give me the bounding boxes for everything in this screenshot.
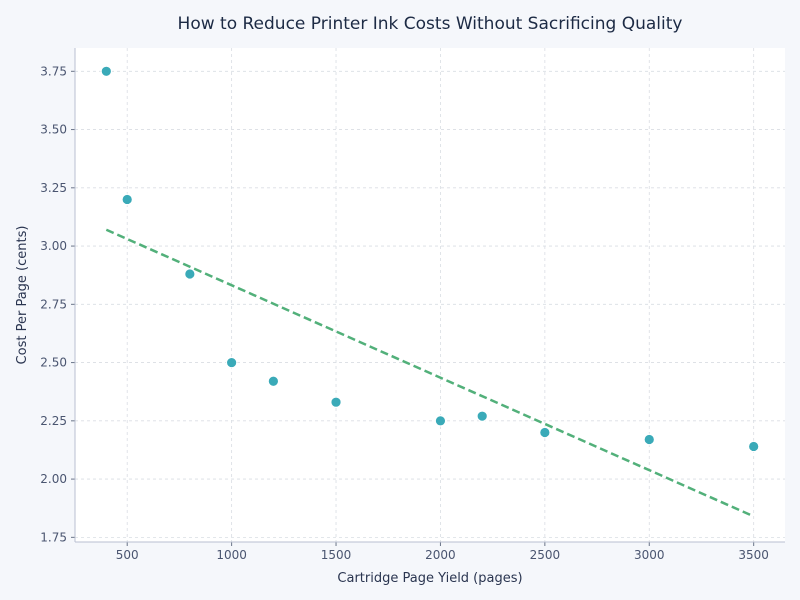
data-point [747, 440, 760, 453]
y-tick-label: 2.50 [40, 356, 67, 370]
data-point [434, 415, 447, 427]
x-tick-label: 500 [116, 548, 139, 562]
trendline-layer [105, 228, 755, 518]
y-tick-label: 3.25 [40, 181, 67, 195]
data-point [100, 65, 113, 78]
y-tick-label: 1.75 [40, 530, 67, 544]
y-tick-label: 2.25 [40, 414, 67, 428]
y-axis-label: Cost Per Page (cents) [15, 226, 30, 365]
x-axis-label: Cartridge Page Yield (pages) [337, 571, 522, 586]
x-tick-label: 1000 [216, 548, 247, 562]
data-point [330, 396, 342, 408]
data-point [267, 375, 280, 388]
trend-line [105, 228, 755, 518]
data-point [225, 356, 238, 369]
chart-title: How to Reduce Printer Ink Costs Without … [178, 14, 683, 34]
data-point [539, 426, 551, 439]
data-point [476, 410, 489, 422]
x-tick-label: 2500 [530, 548, 561, 562]
points-layer [100, 65, 760, 453]
data-point [184, 268, 196, 280]
y-tick-label: 2.75 [40, 297, 67, 311]
x-tick-label: 3500 [738, 548, 769, 562]
x-tick-label: 1500 [321, 548, 352, 562]
grid-layer [75, 48, 785, 542]
x-tick-label: 3000 [634, 548, 665, 562]
axes-layer: 500 1000 1500 2000 2500 3000 3500 1.75 2.00 2.25 2… [40, 48, 785, 562]
plot-background [75, 48, 785, 542]
y-tick-label: 3.00 [40, 239, 67, 253]
data-point [643, 433, 656, 446]
x-tick-label: 2000 [425, 548, 456, 562]
y-tick-label: 3.75 [40, 64, 67, 78]
data-point [121, 193, 134, 206]
y-tick-label: 3.50 [40, 123, 67, 137]
y-tick-label: 2.00 [40, 472, 67, 486]
